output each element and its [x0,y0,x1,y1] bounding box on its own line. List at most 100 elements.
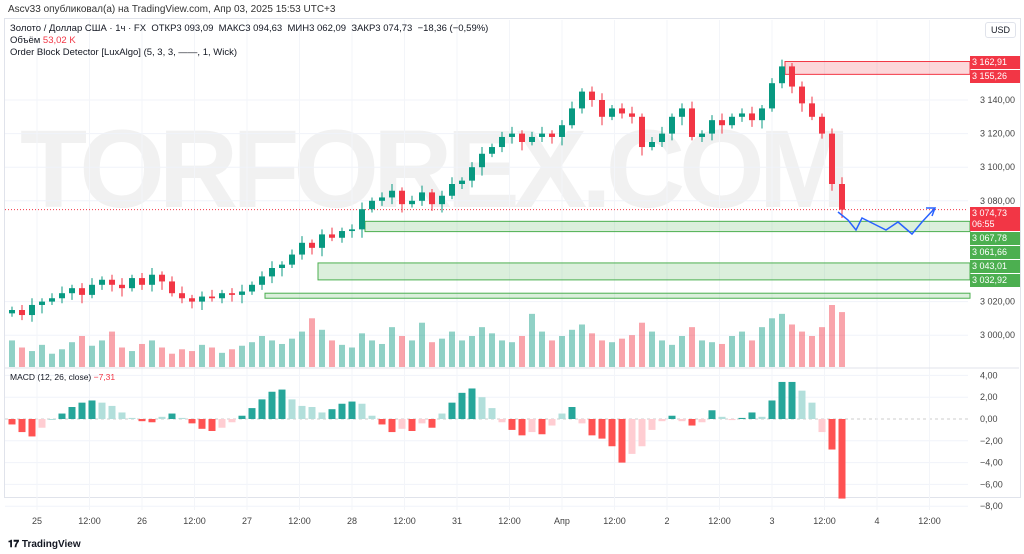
close-value: ЗАКР3 074,73 [351,23,413,34]
macd-histogram-bar [498,419,506,423]
candle-body [379,197,385,201]
indicator-legend[interactable]: Order Block Detector [LuxAlgo] (5, 3, 3,… [10,47,238,58]
macd-histogram-bar [278,389,286,419]
volume-bar [479,327,485,367]
time-axis-label: 12:00 [708,516,731,526]
volume-bar [759,327,765,367]
candle-body [669,116,675,134]
macd-histogram-bar [198,419,206,429]
volume-bar [779,313,785,367]
candle-body [509,133,515,137]
macd-histogram-bar [368,415,376,419]
candle-body [19,310,25,316]
volume-bar [269,340,275,367]
candle-body [219,293,225,299]
candle-body [359,209,365,230]
macd-histogram-bar [648,419,656,430]
order-block-zone [784,61,971,75]
macd-histogram-bar [598,419,606,439]
macd-histogram-bar [628,419,636,454]
candle-body [329,234,335,238]
candle-body [539,133,545,137]
candle-body [199,296,205,302]
candle-body [609,108,615,117]
volume-bar [799,331,805,367]
candle-body [139,278,145,285]
candle-body [749,113,755,121]
macd-histogram-bar [798,390,806,419]
volume-bar [219,352,225,367]
candle-body [419,192,425,201]
candle-body [759,108,765,121]
macd-histogram-bar [538,419,546,435]
volume-bar [419,322,425,367]
volume-bar [789,324,795,367]
macd-histogram-bar [298,405,306,419]
candle-body [159,274,165,282]
price-tick-label: 3 120,00 [980,129,1015,139]
time-axis-label: 28 [347,516,357,526]
macd-histogram-bar [678,419,686,422]
candle-body [399,190,405,205]
macd-histogram-bar [378,419,386,425]
candle-body [279,264,285,268]
volume-bar [469,336,475,367]
volume-bar [49,353,55,367]
volume-bar [579,324,585,367]
volume-bar [39,344,45,367]
price-label: 3 155,26 [970,69,1020,83]
macd-histogram-bar [758,416,766,419]
candle-body [839,184,845,210]
macd-histogram-bar [78,402,86,419]
candle-body [129,278,135,289]
currency-button[interactable]: USD [984,22,1016,38]
price-label-text: 3 162,91 [972,56,1008,67]
volume-bar [19,347,25,367]
macd-histogram-bar [248,408,256,419]
candle-body [189,298,195,302]
volume-bar [729,336,735,367]
volume-bar [249,342,255,367]
macd-histogram-bar [218,419,226,428]
volume-bar [539,331,545,367]
tradingview-logo[interactable]: 𝟏𝟕 TradingView [8,539,81,550]
volume-bar [529,313,535,367]
candle-body [439,195,445,205]
price-tick-label: 3 000,00 [980,330,1015,340]
time-axis-label: 27 [242,516,252,526]
price-label: 3 043,01 [970,259,1020,273]
candle-body [319,234,325,248]
candle-body [819,116,825,134]
volume-bar [749,340,755,367]
macd-histogram-bar [558,413,566,419]
macd-tick-label: 0,00 [980,414,998,424]
macd-histogram-bar [438,413,446,419]
chart-frame[interactable] [4,18,1021,498]
macd-histogram-bar [508,419,516,430]
price-tick-label: 3 080,00 [980,196,1015,206]
candle-body [799,86,805,104]
macd-tick-label: −8,00 [980,501,1003,511]
macd-legend[interactable]: MACD (12, 26, close) −7,31 [10,372,115,382]
volume-bar [649,331,655,367]
macd-histogram-bar [588,419,596,436]
candle-body [49,298,55,302]
volume-bar [639,322,645,367]
change-value: −18,36 (−0,59%) [417,23,489,34]
volume-bar [829,305,835,367]
candle-body [809,103,815,117]
volume-bar [89,345,95,367]
price-label-text: 3 155,26 [972,70,1008,81]
macd-histogram-bar [708,410,716,419]
volume-bar [279,343,285,367]
macd-histogram-bar [618,419,626,463]
volume-bar [369,340,375,367]
candle-body [569,108,575,126]
candle-body [469,167,475,181]
price-label-text: 3 067,78 [972,232,1008,243]
candle-body [769,83,775,109]
macd-histogram-bar [128,417,136,419]
candle-body [249,284,255,292]
macd-histogram-bar [148,419,156,423]
